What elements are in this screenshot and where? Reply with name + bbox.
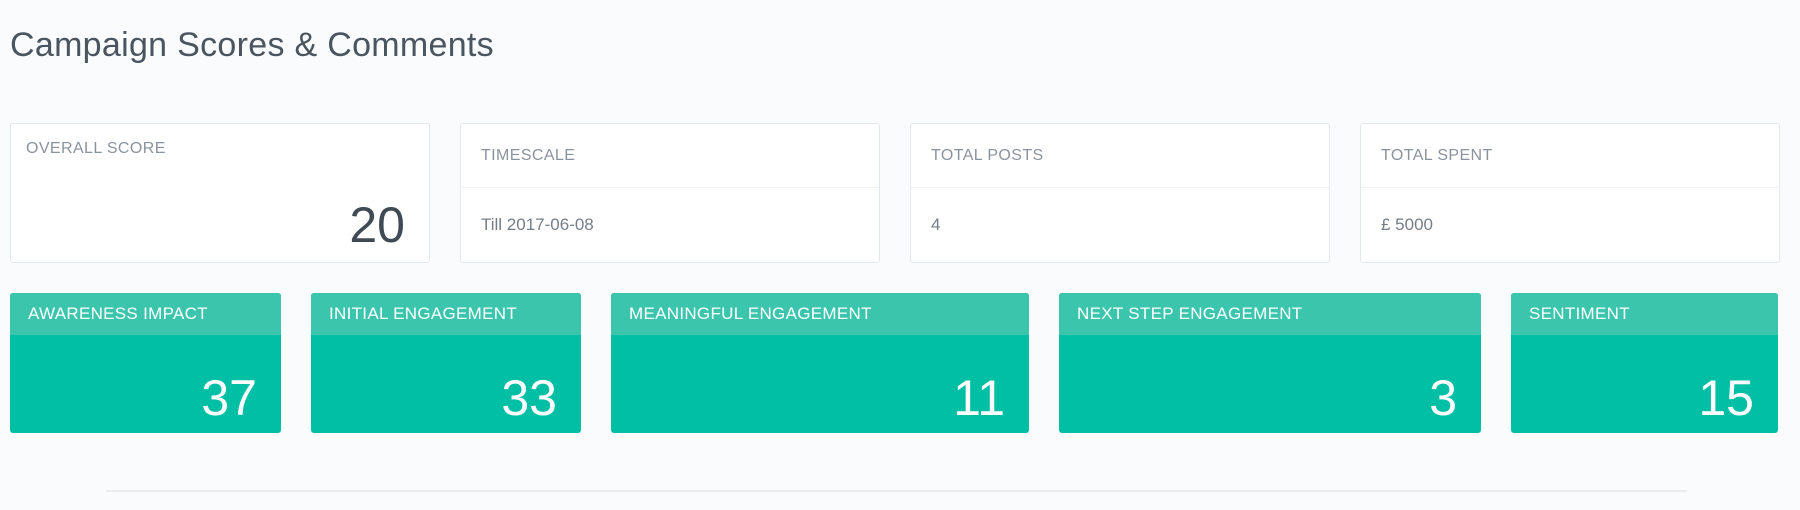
score-card-initial-engagement: INITIAL ENGAGEMENT 33 [311,293,581,433]
summary-cards-row: OVERALL SCORE 20 TIMESCALE Till 2017-06-… [10,123,1780,263]
sentiment-label: SENTIMENT [1511,293,1778,335]
next-step-engagement-label: NEXT STEP ENGAGEMENT [1059,293,1481,335]
total-spent-value: £ 5000 [1381,214,1433,234]
total-posts-value: 4 [931,214,941,234]
total-spent-label: TOTAL SPENT [1381,146,1493,164]
awareness-impact-value: 37 [201,370,257,426]
next-step-engagement-value: 3 [1429,370,1457,426]
total-spent-header: TOTAL SPENT [1361,124,1779,188]
page-title: Campaign Scores & Comments [10,26,494,64]
timescale-header: TIMESCALE [461,124,879,188]
summary-card-total-posts: TOTAL POSTS 4 [910,123,1330,263]
overall-score-value: 20 [349,197,405,253]
summary-card-total-spent: TOTAL SPENT £ 5000 [1360,123,1780,263]
meaningful-engagement-label: MEANINGFUL ENGAGEMENT [611,293,1029,335]
score-card-awareness-impact: AWARENESS IMPACT 37 [10,293,281,433]
overall-score-label: OVERALL SCORE [26,140,166,157]
score-card-next-step-engagement: NEXT STEP ENGAGEMENT 3 [1059,293,1481,433]
section-divider [106,490,1687,492]
meaningful-engagement-value: 11 [953,370,1005,426]
total-posts-header: TOTAL POSTS [911,124,1329,188]
total-posts-label: TOTAL POSTS [931,146,1044,164]
sentiment-value: 15 [1698,370,1754,426]
summary-card-timescale: TIMESCALE Till 2017-06-08 [460,123,880,263]
score-cards-row: AWARENESS IMPACT 37 INITIAL ENGAGEMENT 3… [10,293,1778,433]
score-card-meaningful-engagement: MEANINGFUL ENGAGEMENT 11 [611,293,1029,433]
timescale-label: TIMESCALE [481,146,576,164]
awareness-impact-label: AWARENESS IMPACT [10,293,281,335]
timescale-value: Till 2017-06-08 [481,214,594,234]
summary-card-overall-score: OVERALL SCORE 20 [10,123,430,263]
score-card-sentiment: SENTIMENT 15 [1511,293,1778,433]
initial-engagement-label: INITIAL ENGAGEMENT [311,293,581,335]
initial-engagement-value: 33 [501,370,557,426]
